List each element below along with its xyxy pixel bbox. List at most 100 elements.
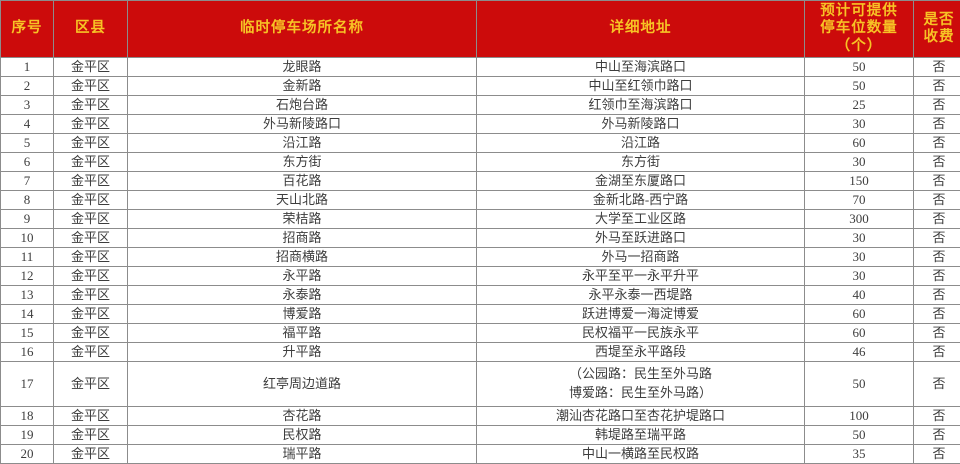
cell-seq: 7 bbox=[1, 172, 54, 191]
cell-name: 博爱路 bbox=[128, 305, 477, 324]
cell-district: 金平区 bbox=[54, 153, 128, 172]
column-header-seq: 序号 bbox=[1, 1, 54, 58]
cell-seq: 17 bbox=[1, 362, 54, 407]
column-header-fee: 是否 收费 bbox=[914, 1, 960, 58]
cell-count: 50 bbox=[805, 77, 914, 96]
cell-seq: 3 bbox=[1, 96, 54, 115]
cell-address: 红领巾至海滨路口 bbox=[477, 96, 805, 115]
cell-fee: 否 bbox=[914, 96, 960, 115]
column-header-fee-line1: 是否 bbox=[914, 12, 960, 29]
cell-count: 30 bbox=[805, 267, 914, 286]
cell-fee: 否 bbox=[914, 343, 960, 362]
cell-fee: 否 bbox=[914, 229, 960, 248]
cell-address: 外马新陵路口 bbox=[477, 115, 805, 134]
cell-count: 60 bbox=[805, 134, 914, 153]
cell-district: 金平区 bbox=[54, 191, 128, 210]
cell-fee: 否 bbox=[914, 267, 960, 286]
cell-name: 东方街 bbox=[128, 153, 477, 172]
cell-name: 百花路 bbox=[128, 172, 477, 191]
cell-address: 中山一横路至民权路 bbox=[477, 445, 805, 464]
cell-count: 60 bbox=[805, 305, 914, 324]
cell-address: 外马至跃进路口 bbox=[477, 229, 805, 248]
cell-count: 70 bbox=[805, 191, 914, 210]
cell-fee: 否 bbox=[914, 115, 960, 134]
cell-name: 升平路 bbox=[128, 343, 477, 362]
cell-address: 韩堤路至瑞平路 bbox=[477, 426, 805, 445]
cell-name: 石炮台路 bbox=[128, 96, 477, 115]
cell-count: 40 bbox=[805, 286, 914, 305]
cell-seq: 4 bbox=[1, 115, 54, 134]
column-header-count-line2: 停车位数量 bbox=[805, 20, 913, 37]
cell-district: 金平区 bbox=[54, 210, 128, 229]
cell-fee: 否 bbox=[914, 58, 960, 77]
cell-address: 永平至平一永平升平 bbox=[477, 267, 805, 286]
cell-district: 金平区 bbox=[54, 324, 128, 343]
cell-name: 招商路 bbox=[128, 229, 477, 248]
cell-fee: 否 bbox=[914, 172, 960, 191]
cell-seq: 6 bbox=[1, 153, 54, 172]
cell-district: 金平区 bbox=[54, 134, 128, 153]
cell-seq: 9 bbox=[1, 210, 54, 229]
cell-count: 60 bbox=[805, 324, 914, 343]
cell-address: 永平永泰一西堤路 bbox=[477, 286, 805, 305]
cell-seq: 14 bbox=[1, 305, 54, 324]
column-header-count: 预计可提供 停车位数量 （个） bbox=[805, 1, 914, 58]
cell-district: 金平区 bbox=[54, 115, 128, 134]
cell-address: 外马一招商路 bbox=[477, 248, 805, 267]
cell-name: 外马新陵路口 bbox=[128, 115, 477, 134]
cell-seq: 16 bbox=[1, 343, 54, 362]
cell-district: 金平区 bbox=[54, 77, 128, 96]
header-row: 序号 区县 临时停车场所名称 详细地址 预计可提供 停车位数量 （个） 是否 收… bbox=[1, 1, 960, 58]
cell-fee: 否 bbox=[914, 77, 960, 96]
cell-name: 杏花路 bbox=[128, 407, 477, 426]
column-header-address: 详细地址 bbox=[477, 1, 805, 58]
cell-count: 25 bbox=[805, 96, 914, 115]
cell-district: 金平区 bbox=[54, 407, 128, 426]
cell-district: 金平区 bbox=[54, 362, 128, 407]
cell-address: 大学至工业区路 bbox=[477, 210, 805, 229]
cell-seq: 15 bbox=[1, 324, 54, 343]
cell-district: 金平区 bbox=[54, 58, 128, 77]
cell-seq: 12 bbox=[1, 267, 54, 286]
cell-seq: 5 bbox=[1, 134, 54, 153]
cell-name: 红亭周边道路 bbox=[128, 362, 477, 407]
cell-seq: 1 bbox=[1, 58, 54, 77]
cell-fee: 否 bbox=[914, 362, 960, 407]
cell-name: 瑞平路 bbox=[128, 445, 477, 464]
cell-seq: 11 bbox=[1, 248, 54, 267]
cell-district: 金平区 bbox=[54, 305, 128, 324]
cell-address: 东方街 bbox=[477, 153, 805, 172]
cell-count: 30 bbox=[805, 229, 914, 248]
cell-seq: 8 bbox=[1, 191, 54, 210]
cell-name: 民权路 bbox=[128, 426, 477, 445]
cell-address: 沿江路 bbox=[477, 134, 805, 153]
cell-name: 福平路 bbox=[128, 324, 477, 343]
cell-name: 沿江路 bbox=[128, 134, 477, 153]
column-header-count-line3: （个） bbox=[805, 38, 913, 55]
cell-name: 永泰路 bbox=[128, 286, 477, 305]
cell-address: 跃进博爱一海淀博爱 bbox=[477, 305, 805, 324]
cell-address: （公园路：民生至外马路 博爱路：民生至外马路） bbox=[477, 362, 805, 407]
cell-address: 金新北路-西宁路 bbox=[477, 191, 805, 210]
cell-count: 46 bbox=[805, 343, 914, 362]
cell-fee: 否 bbox=[914, 210, 960, 229]
cell-name: 天山北路 bbox=[128, 191, 477, 210]
cell-district: 金平区 bbox=[54, 229, 128, 248]
cell-district: 金平区 bbox=[54, 343, 128, 362]
cell-count: 30 bbox=[805, 153, 914, 172]
cell-fee: 否 bbox=[914, 305, 960, 324]
column-header-fee-line2: 收费 bbox=[914, 29, 960, 46]
cell-seq: 10 bbox=[1, 229, 54, 248]
cell-count: 35 bbox=[805, 445, 914, 464]
cell-fee: 否 bbox=[914, 324, 960, 343]
cell-fee: 否 bbox=[914, 153, 960, 172]
cell-seq: 18 bbox=[1, 407, 54, 426]
cell-district: 金平区 bbox=[54, 267, 128, 286]
